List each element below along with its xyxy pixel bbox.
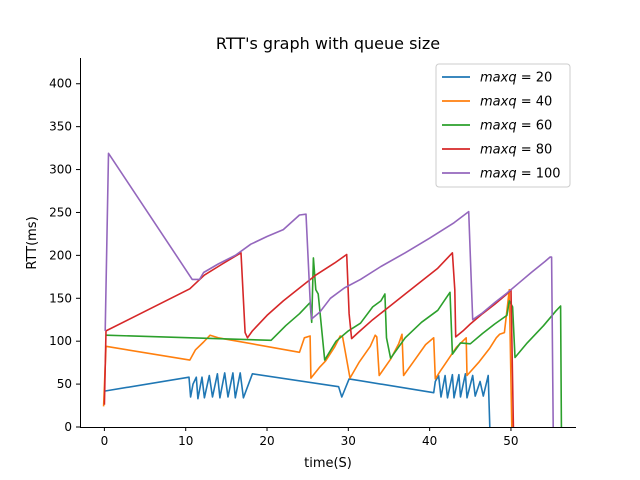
legend-label: maxq = 80 — [480, 143, 552, 158]
y-tick-label: 250 — [49, 205, 72, 219]
series-line-20 — [105, 372, 491, 428]
x-ticks: 0 10 20 30 40 50 — [101, 427, 519, 448]
y-tick-label: 100 — [49, 334, 72, 348]
y-tick-label: 400 — [49, 77, 72, 91]
x-tick-label: 50 — [503, 434, 518, 448]
series-line-80 — [103, 252, 515, 428]
y-ticks: 0 50 100 150 200 250 300 350 400 — [49, 77, 80, 434]
legend-label: maxq = 20 — [480, 71, 552, 86]
x-tick-label: 10 — [178, 434, 193, 448]
series-line-40 — [102, 288, 513, 428]
y-tick-label: 50 — [57, 377, 72, 391]
legend: maxq = 20 maxq = 40 maxq = 60 maxq = 80 maxq… — [435, 63, 571, 188]
legend-box — [435, 63, 571, 188]
x-tick-label: 30 — [341, 434, 356, 448]
y-tick-label: 200 — [49, 248, 72, 262]
chart-title: RTT's graph with queue size — [216, 34, 440, 53]
y-axis-label: RTT(ms) — [25, 216, 40, 269]
legend-label: maxq = 40 — [480, 95, 552, 110]
x-axis-label: time(S) — [304, 456, 352, 471]
y-tick-label: 300 — [49, 163, 72, 177]
series-line-100 — [104, 152, 554, 428]
x-tick-label: 20 — [259, 434, 274, 448]
x-tick-label: 40 — [422, 434, 437, 448]
series-line-60 — [105, 257, 563, 428]
legend-label: maxq = 60 — [480, 119, 552, 134]
x-tick-label: 0 — [101, 434, 109, 448]
y-tick-label: 350 — [49, 120, 72, 134]
plot-area — [102, 152, 563, 428]
y-tick-label: 0 — [64, 420, 72, 434]
y-tick-label: 150 — [49, 291, 72, 305]
legend-label: maxq = 100 — [480, 167, 561, 182]
